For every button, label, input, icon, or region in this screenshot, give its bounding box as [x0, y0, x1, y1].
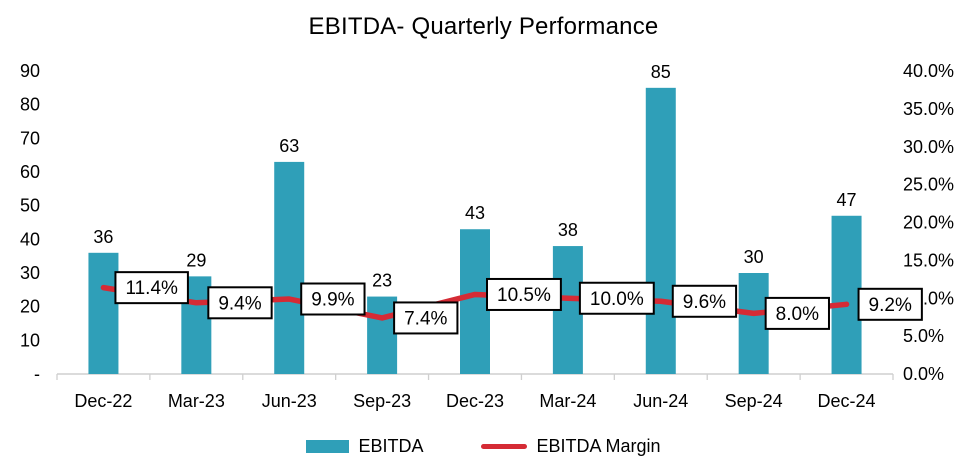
left-axis-tick-label: 60 [20, 162, 40, 182]
margin-label-border [207, 286, 273, 320]
bar-value-label: 43 [465, 203, 485, 223]
legend-item-ebitda: EBITDA [306, 436, 423, 457]
right-axis-tick-label: 35.0% [903, 99, 954, 119]
left-axis-tick-label: - [34, 364, 40, 384]
right-axis-tick-label: 40.0% [903, 61, 954, 81]
margin-label-border [486, 277, 562, 311]
right-axis-tick-label: 0.0% [903, 364, 944, 384]
left-axis-tick-label: 10 [20, 330, 40, 350]
right-axis-tick-label: 15.0% [903, 250, 954, 270]
margin-label-border [764, 296, 830, 330]
margin-label-text: 11.4% [125, 278, 178, 299]
left-axis-tick-label: 20 [20, 297, 40, 317]
bar-value-label: 38 [558, 220, 578, 240]
x-axis-category-label: Dec-24 [818, 391, 876, 411]
margin-label-border [671, 284, 738, 318]
x-axis-category-label: Sep-23 [353, 391, 411, 411]
ebitda-bar [738, 273, 769, 374]
margin-label-text: 9.2% [869, 295, 912, 316]
right-axis-tick-label: 30.0% [903, 137, 954, 157]
left-axis-tick-label: 50 [20, 196, 40, 216]
margin-label-box: 10.0% [578, 281, 655, 315]
left-axis-tick-label: 70 [20, 128, 40, 148]
margin-label-box: 8.0% [764, 296, 830, 330]
margin-label-box: 9.4% [207, 286, 273, 320]
ebitda-bar [645, 87, 676, 374]
margin-label-box: 9.6% [671, 284, 738, 318]
ebitda-margin-line-swatch-icon [481, 444, 528, 449]
margin-label-border [857, 287, 923, 321]
x-axis-category-label: Jun-23 [262, 391, 317, 411]
ebitda-bar [88, 252, 119, 374]
margin-label-box: 9.2% [857, 287, 923, 321]
margin-label-text: 10.5% [497, 285, 551, 306]
ebitda-bar [367, 296, 398, 374]
margin-label-text: 9.9% [311, 290, 354, 311]
right-axis-tick-label: 25.0% [903, 175, 954, 195]
legend: EBITDA EBITDA Margin [0, 436, 967, 457]
x-axis-category-label: Mar-24 [539, 391, 596, 411]
legend-label-ebitda-margin: EBITDA Margin [536, 436, 661, 456]
left-axis-tick-label: 40 [20, 229, 40, 249]
bar-value-label: 47 [837, 190, 857, 210]
legend-label-ebitda: EBITDA [358, 436, 424, 456]
margin-label-text: 7.4% [404, 308, 447, 329]
x-axis-category-label: Dec-23 [446, 391, 504, 411]
margin-label-box: 11.4% [114, 271, 189, 305]
ebitda-bar [831, 215, 862, 374]
margin-label-box: 9.9% [300, 282, 366, 316]
x-axis-category-label: Sep-24 [725, 391, 783, 411]
bar-value-label: 29 [186, 250, 206, 270]
chart-title: EBITDA- Quarterly Performance [308, 13, 659, 40]
left-axis-tick-label: 80 [20, 95, 40, 115]
margin-label-border [114, 271, 189, 305]
x-axis-category-label: Mar-23 [168, 391, 225, 411]
ebitda-bar [274, 161, 305, 374]
margin-label-text: 8.0% [776, 304, 819, 325]
ebitda-bar [460, 229, 490, 374]
legend-item-ebitda-margin: EBITDA Margin [481, 436, 661, 457]
margin-label-border [393, 301, 459, 335]
x-axis-category-label: Jun-24 [633, 391, 688, 411]
margin-label-border [300, 282, 366, 316]
right-axis-tick-label: 20.0% [903, 213, 954, 233]
ebitda-bar-swatch-icon [306, 440, 350, 453]
bar-value-label: 63 [279, 136, 299, 156]
x-axis-category-label: Dec-22 [74, 391, 132, 411]
margin-label-box: 10.5% [486, 277, 562, 311]
margin-label-text: 10.0% [590, 289, 644, 310]
margin-label-box: 7.4% [393, 301, 459, 335]
right-axis-tick-label: 5.0% [903, 326, 944, 346]
bar-value-label: 36 [93, 227, 113, 247]
left-axis-tick-label: 90 [20, 61, 40, 81]
bar-value-label: 85 [651, 62, 671, 82]
margin-label-border [578, 281, 655, 315]
left-axis-tick-label: 30 [20, 263, 40, 283]
margin-label-text: 9.4% [218, 293, 261, 314]
margin-label-text: 9.6% [683, 292, 726, 313]
bar-value-label: 23 [372, 271, 392, 291]
bar-value-label: 30 [744, 247, 764, 267]
